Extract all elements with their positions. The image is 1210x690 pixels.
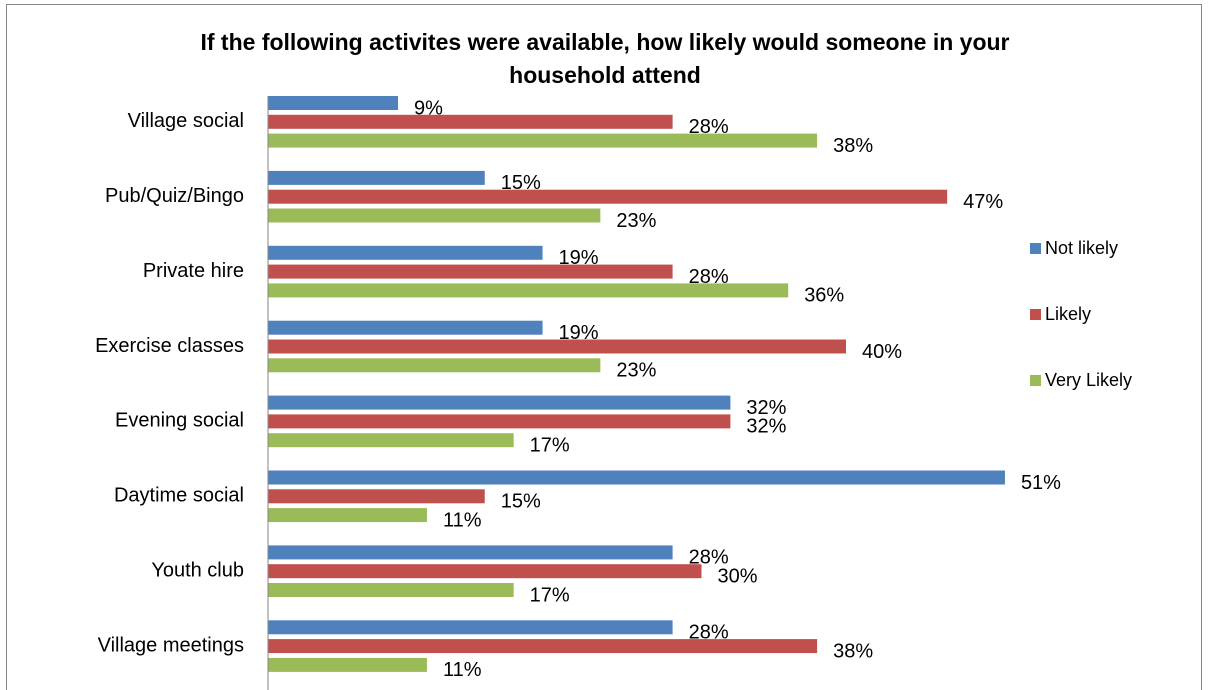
bar-daytime-social-not-likely bbox=[268, 470, 1005, 485]
bar-village-meetings-not-likely bbox=[268, 620, 673, 635]
bar-village-meetings-very-likely bbox=[268, 657, 427, 672]
category-label-evening-social: Evening social bbox=[115, 410, 244, 432]
data-label-youth-club-very-likely: 17% bbox=[530, 584, 570, 606]
data-label-village-social-very-likely: 38% bbox=[833, 135, 873, 157]
bar-pub-quiz-bingo-likely bbox=[268, 189, 948, 204]
data-label-village-meetings-not-likely: 28% bbox=[689, 622, 729, 644]
data-label-exercise-classes-likely: 40% bbox=[862, 341, 902, 363]
labels-layer: Village social 9% 28% 38% Pub/Quiz/Bingo 15% 4… bbox=[95, 97, 1061, 681]
bar-village-meetings-likely bbox=[268, 639, 818, 654]
bars-layer bbox=[268, 96, 1005, 672]
chart-title: If the following activites were availabl… bbox=[200, 29, 1010, 88]
bar-youth-club-very-likely bbox=[268, 583, 514, 597]
data-label-exercise-classes-not-likely: 19% bbox=[559, 322, 599, 344]
category-label-exercise-classes: Exercise classes bbox=[95, 335, 244, 357]
data-label-private-hire-not-likely: 19% bbox=[559, 247, 599, 269]
data-label-village-meetings-likely: 38% bbox=[833, 640, 873, 662]
bar-pub-quiz-bingo-very-likely bbox=[268, 208, 601, 223]
legend-item-likely: Likely bbox=[1030, 302, 1091, 326]
legend-swatch-very-likely bbox=[1030, 375, 1041, 386]
legend-item-very-likely: Very Likely bbox=[1030, 368, 1132, 392]
category-label-private-hire: Private hire bbox=[143, 260, 244, 282]
category-label-village-meetings: Village meetings bbox=[98, 634, 244, 656]
category-label-village-social: Village social bbox=[128, 110, 244, 132]
data-label-daytime-social-not-likely: 51% bbox=[1021, 472, 1061, 494]
bar-youth-club-likely bbox=[268, 564, 702, 579]
bar-village-social-not-likely bbox=[268, 96, 399, 110]
bar-private-hire-not-likely bbox=[268, 245, 543, 260]
data-label-village-meetings-very-likely: 11% bbox=[443, 659, 482, 681]
legend-item-not-likely: Not likely bbox=[1030, 236, 1118, 260]
data-label-youth-club-likely: 30% bbox=[718, 565, 758, 587]
bar-village-social-likely bbox=[268, 114, 673, 129]
legend-swatch-not-likely bbox=[1030, 243, 1041, 254]
bar-evening-social-not-likely bbox=[268, 395, 731, 410]
data-label-daytime-social-likely: 15% bbox=[501, 491, 541, 513]
bar-village-social-very-likely bbox=[268, 133, 818, 148]
data-label-pub-quiz-bingo-not-likely: 15% bbox=[501, 172, 541, 194]
legend-label-very-likely: Very Likely bbox=[1045, 370, 1133, 390]
bar-youth-club-not-likely bbox=[268, 545, 673, 560]
data-label-pub-quiz-bingo-very-likely: 23% bbox=[616, 210, 656, 232]
data-label-youth-club-not-likely: 28% bbox=[689, 547, 729, 569]
legend-label-likely: Likely bbox=[1045, 304, 1092, 324]
data-label-village-social-not-likely: 9% bbox=[414, 97, 443, 119]
bar-exercise-classes-not-likely bbox=[268, 320, 543, 335]
bar-private-hire-likely bbox=[268, 264, 673, 279]
category-label-daytime-social: Daytime social bbox=[114, 485, 244, 507]
data-label-evening-social-not-likely: 32% bbox=[746, 397, 786, 419]
bar-daytime-social-very-likely bbox=[268, 508, 427, 523]
data-label-evening-social-likely: 32% bbox=[746, 416, 786, 438]
bar-exercise-classes-very-likely bbox=[268, 358, 601, 373]
data-label-private-hire-very-likely: 36% bbox=[804, 285, 844, 307]
data-label-exercise-classes-very-likely: 23% bbox=[616, 360, 656, 382]
legend-swatch-likely bbox=[1030, 309, 1041, 320]
data-label-pub-quiz-bingo-likely: 47% bbox=[963, 191, 1003, 213]
bar-evening-social-very-likely bbox=[268, 433, 514, 448]
category-label-youth-club: Youth club bbox=[151, 559, 244, 581]
bar-pub-quiz-bingo-not-likely bbox=[268, 170, 485, 185]
data-label-village-social-likely: 28% bbox=[689, 116, 729, 138]
data-label-private-hire-likely: 28% bbox=[689, 266, 729, 288]
data-label-daytime-social-very-likely: 11% bbox=[443, 509, 482, 531]
category-label-pub-quiz-bingo: Pub/Quiz/Bingo bbox=[105, 185, 244, 207]
data-label-evening-social-very-likely: 17% bbox=[530, 434, 570, 456]
bar-daytime-social-likely bbox=[268, 489, 485, 504]
bar-exercise-classes-likely bbox=[268, 339, 846, 354]
legend-label-not-likely: Not likely bbox=[1045, 238, 1119, 258]
bar-private-hire-very-likely bbox=[268, 283, 789, 298]
bar-evening-social-likely bbox=[268, 414, 731, 429]
